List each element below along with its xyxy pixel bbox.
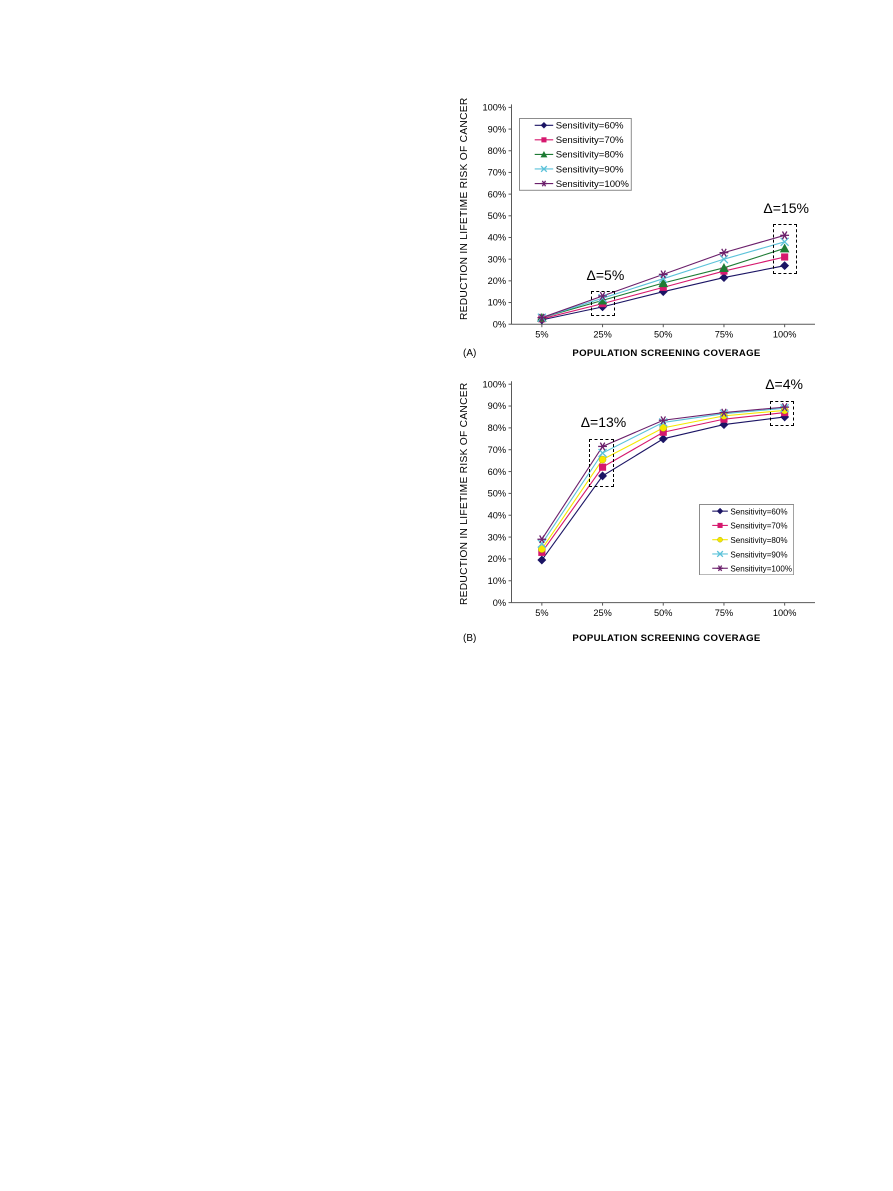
svg-text:30%: 30%: [488, 254, 506, 264]
svg-text:0%: 0%: [493, 598, 506, 608]
svg-text:90%: 90%: [488, 124, 506, 134]
svg-text:Sensitivity=80%: Sensitivity=80%: [556, 150, 624, 161]
svg-text:90%: 90%: [488, 402, 506, 412]
svg-text:20%: 20%: [488, 555, 506, 565]
svg-text:Sensitivity=70%: Sensitivity=70%: [731, 522, 788, 531]
svg-text:80%: 80%: [488, 423, 506, 433]
svg-text:60%: 60%: [488, 467, 506, 477]
svg-text:0%: 0%: [493, 319, 506, 329]
svg-text:25%: 25%: [593, 608, 611, 618]
svg-text:Sensitivity=100%: Sensitivity=100%: [556, 179, 630, 190]
svg-text:70%: 70%: [488, 445, 506, 455]
svg-text:100%: 100%: [773, 608, 797, 618]
svg-text:Sensitivity=70%: Sensitivity=70%: [556, 135, 624, 146]
svg-text:50%: 50%: [488, 489, 506, 499]
svg-text:Sensitivity=60%: Sensitivity=60%: [556, 121, 624, 132]
svg-text:70%: 70%: [488, 168, 506, 178]
svg-text:100%: 100%: [483, 103, 507, 113]
svg-text:100%: 100%: [773, 329, 797, 339]
svg-text:60%: 60%: [488, 189, 506, 199]
svg-text:Sensitivity=100%: Sensitivity=100%: [731, 565, 793, 574]
svg-text:Sensitivity=90%: Sensitivity=90%: [556, 164, 624, 175]
svg-text:5%: 5%: [535, 608, 548, 618]
svg-text:100%: 100%: [483, 380, 507, 389]
svg-text:10%: 10%: [488, 298, 506, 308]
svg-text:75%: 75%: [715, 608, 733, 618]
svg-text:75%: 75%: [715, 329, 733, 339]
svg-text:50%: 50%: [488, 211, 506, 221]
svg-text:30%: 30%: [488, 533, 506, 543]
svg-text:80%: 80%: [488, 146, 506, 156]
svg-text:40%: 40%: [488, 233, 506, 243]
svg-text:20%: 20%: [488, 276, 506, 286]
svg-text:50%: 50%: [654, 329, 672, 339]
svg-text:40%: 40%: [488, 511, 506, 521]
svg-text:Sensitivity=90%: Sensitivity=90%: [731, 550, 788, 559]
svg-text:50%: 50%: [654, 608, 672, 618]
svg-text:5%: 5%: [535, 329, 548, 339]
svg-text:10%: 10%: [488, 576, 506, 586]
svg-text:25%: 25%: [593, 329, 611, 339]
svg-text:Sensitivity=80%: Sensitivity=80%: [731, 536, 788, 545]
svg-text:Sensitivity=60%: Sensitivity=60%: [731, 508, 788, 517]
